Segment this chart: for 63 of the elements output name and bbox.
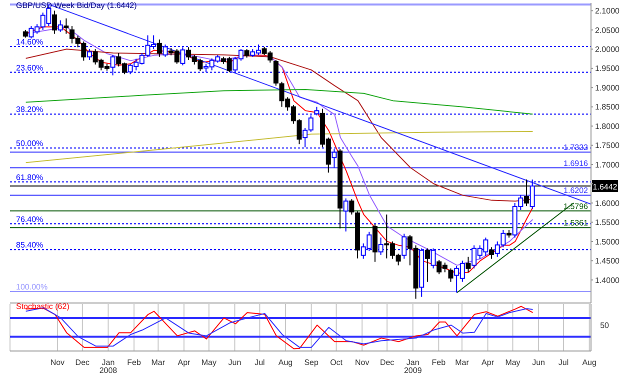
ref-line-label: 1.7322 bbox=[564, 143, 589, 152]
ref-line-label: 100.00% bbox=[16, 282, 48, 292]
x-tick-label: Nov bbox=[50, 358, 65, 367]
x-tick-label: Dec bbox=[75, 358, 90, 367]
y-tick-label: 1.9000 bbox=[595, 83, 620, 92]
ref-line-label: 1.6442 bbox=[592, 182, 618, 192]
y-tick-label: 1.7000 bbox=[595, 160, 620, 170]
x-tick-label: Jul bbox=[558, 358, 569, 367]
x-tick-label: May bbox=[505, 358, 520, 367]
candlestick bbox=[273, 59, 278, 86]
ref-line-label: 85.40% bbox=[16, 240, 44, 250]
ref-line-label: 50.00% bbox=[16, 139, 44, 148]
y-tick-label: 2.0000 bbox=[595, 44, 620, 54]
x-tick-label: Dec bbox=[380, 358, 394, 367]
y-tick-label: 1.8000 bbox=[595, 122, 620, 131]
y-tick-label: 1.4500 bbox=[595, 256, 620, 266]
candlestick bbox=[58, 20, 63, 32]
ref-line-label: 1.6916 bbox=[564, 158, 589, 168]
y-tick-label: 1.5500 bbox=[595, 218, 620, 228]
x-tick-label: Oct bbox=[330, 358, 344, 367]
x-tick-label: Jan 2009 bbox=[404, 358, 422, 375]
x-tick-label: May bbox=[201, 358, 216, 367]
x-tick-label: Sep bbox=[304, 358, 319, 367]
x-tick-label: Apr bbox=[178, 358, 191, 367]
x-tick-label: Nov bbox=[354, 358, 370, 367]
x-tick-label: Feb bbox=[127, 358, 142, 367]
x-tick-label: Mar bbox=[455, 358, 470, 367]
x-tick-label: Jul bbox=[254, 358, 266, 367]
x-tick-label: Feb bbox=[432, 358, 446, 367]
x-tick-label: Apr bbox=[482, 358, 494, 367]
y-tick-label: 1.5000 bbox=[595, 237, 620, 246]
ref-line-label: 61.80% bbox=[16, 172, 44, 182]
x-tick-label: Jun bbox=[532, 358, 546, 367]
candlestick bbox=[466, 256, 471, 273]
ref-line-label: 14.60% bbox=[16, 37, 44, 46]
y-tick-label: 1.9500 bbox=[595, 64, 620, 74]
ref-line-label: 23.60% bbox=[16, 63, 44, 72]
candlestick bbox=[52, 10, 58, 34]
x-tick-label: Aug bbox=[278, 358, 293, 367]
text: 50 bbox=[600, 321, 609, 330]
y-tick-label: 1.7500 bbox=[595, 141, 620, 150]
ref-line-label: 76.40% bbox=[16, 214, 44, 224]
candlestick bbox=[448, 268, 454, 282]
x-tick-label: Mar bbox=[151, 358, 166, 367]
ref-line-label: 1.5361 bbox=[564, 218, 589, 228]
chart-title: GBP/USD Week Bid/Day (1.6442) bbox=[16, 1, 137, 10]
x-tick-label: Aug bbox=[582, 358, 596, 367]
y-tick-label: 2.0500 bbox=[595, 26, 620, 35]
candlestick bbox=[489, 246, 494, 260]
chart-title: Stochastic (62) bbox=[16, 302, 70, 311]
x-tick-label: Jan 2008 bbox=[99, 358, 118, 375]
ref-line-label: 38.20% bbox=[16, 105, 44, 114]
x-tick-label: Jun bbox=[228, 358, 242, 367]
candlestick bbox=[424, 248, 430, 282]
ref-line-label: 1.6202 bbox=[564, 186, 589, 196]
y-tick-label: 2.1000 bbox=[595, 6, 620, 16]
candlestick bbox=[86, 48, 92, 60]
candlestick bbox=[349, 198, 354, 216]
candlestick bbox=[64, 18, 69, 34]
y-tick-label: 1.4000 bbox=[595, 276, 620, 285]
y-tick-label: 1.8500 bbox=[595, 102, 620, 112]
y-tick-label: 1.6000 bbox=[595, 198, 620, 208]
candlestick bbox=[156, 39, 162, 58]
